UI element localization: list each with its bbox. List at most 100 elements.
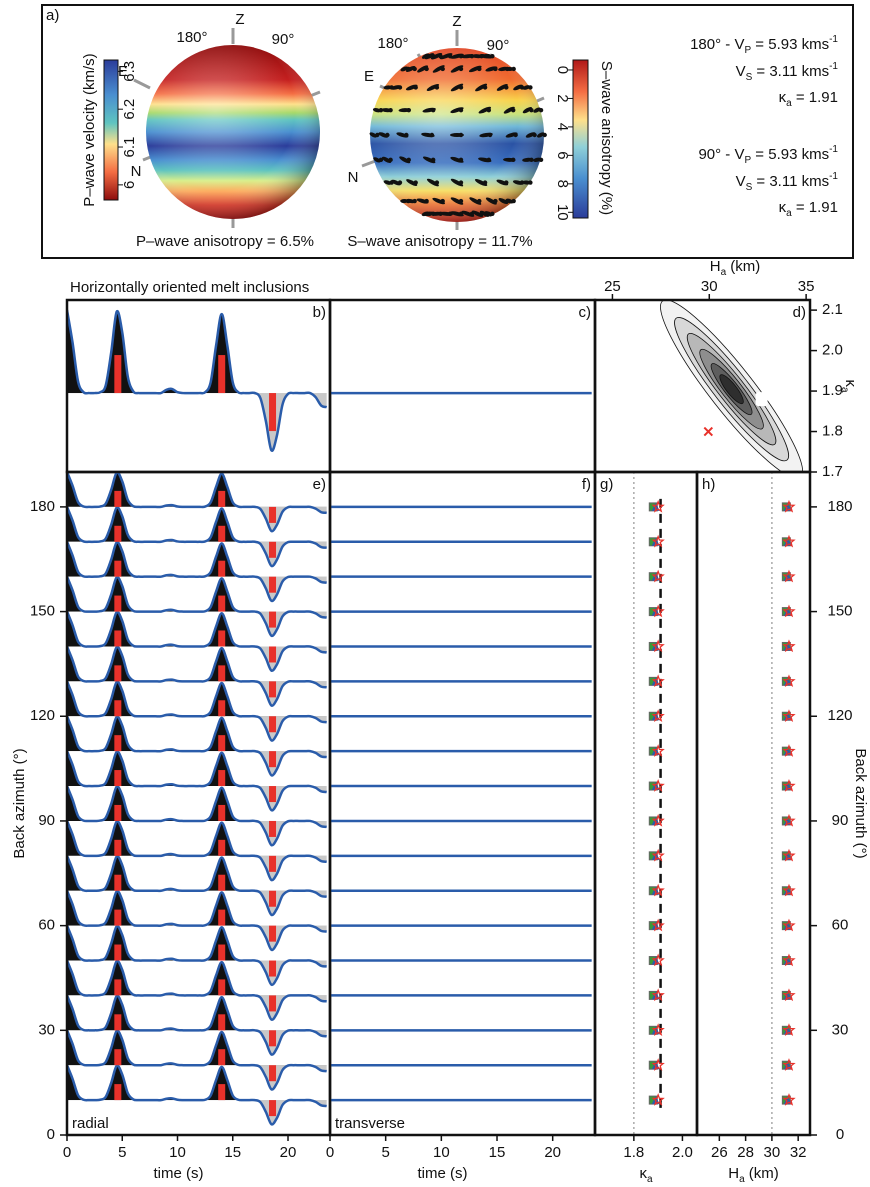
marker-star [782,534,796,548]
fast-axis-dot [493,66,498,72]
phase-marker [218,700,226,717]
y-tick-label: 120 [30,707,55,724]
phase-marker [269,506,277,523]
marker-star [782,918,796,932]
negative-fill [84,855,327,881]
subscript: a [786,208,792,219]
phase-marker [269,646,277,663]
trace-line [67,1064,327,1126]
x-axis-label: time (s) [418,1165,468,1182]
fast-axis-dot [458,85,464,90]
positive-fill [67,995,311,1031]
label-text: κ [779,89,787,106]
colorbar-tick-label: 6.1 [121,137,138,158]
fast-axis-dot [486,107,492,113]
subscript: S [746,72,753,83]
fast-axis-dot [532,132,537,138]
colorbar-tick-label: 0 [554,66,571,74]
fast-axis-dot [458,198,464,204]
p-colorbar [103,59,119,201]
marker-star [782,569,796,583]
label-text: (km) [745,1165,779,1182]
phase-marker [269,855,277,872]
fast-axis-dot [490,211,495,217]
label-text: 180° - V [690,36,744,53]
y-tick-label: 0 [47,1126,55,1143]
marker-star [782,1093,796,1106]
marker-star [651,709,665,722]
fast-axis [536,132,545,138]
y-tick-label: 30 [832,1021,849,1038]
x-tick-label: 28 [737,1144,754,1161]
fast-axis [373,157,381,163]
fast-axis-dot [430,107,436,113]
subscript: a [839,387,850,393]
fast-axis-dot [429,132,435,138]
positive-fill [67,309,311,394]
trace-line [67,854,327,917]
marker-star [651,1093,665,1106]
fast-axis-dot [542,132,547,138]
trace-line [67,645,327,707]
trace [67,680,327,742]
superscript: -1 [829,171,838,182]
panel-title: Horizontally oriented melt inclusions [70,279,309,296]
trace-line [67,820,327,882]
fast-axis [479,210,490,217]
positive-fill [67,681,327,717]
fast-axis-dot [440,66,445,72]
marker-star [782,848,796,862]
marker-star [651,779,665,792]
trace [67,645,327,707]
panel-label: a) [46,7,59,24]
trace [67,575,327,638]
trace-line [67,889,327,952]
fast-axis-dot [440,198,445,204]
x-tick-label: 20 [544,1144,561,1161]
trace [67,610,327,672]
positive-fill [67,890,311,926]
colorbar-label: P–wave velocity (km/s) [81,53,98,206]
fast-axis-dot [388,107,393,113]
sphere-label: 90° [272,31,295,48]
phase-marker [114,1014,122,1031]
phase-marker [218,839,226,856]
trace [67,889,327,952]
marker-star [782,674,796,688]
sphere-label: Z [235,11,244,28]
phase-marker [269,995,277,1012]
fast-axis-dot [538,157,544,163]
marker-star [651,918,665,932]
phase-marker [218,1084,226,1101]
y-tick-label: 60 [832,917,849,934]
y-tick-label: 2.1 [822,301,843,318]
negative-fill [84,1065,327,1090]
positive-fill [67,820,327,856]
positive-fill [67,576,311,612]
colorbar-tick-label: 2 [554,94,571,102]
phase-marker [269,960,277,977]
trace-line [67,959,327,1021]
phase-marker [114,560,122,577]
panel-caption: radial [72,1115,109,1132]
x-tick-label: 2.0 [672,1144,693,1161]
phase-marker [269,1100,277,1117]
trace-line [67,785,327,847]
phase-marker [114,874,122,891]
fast-axis-dot [511,66,516,72]
marker-star [651,499,665,513]
phase-marker [269,820,277,837]
phase-marker [218,560,226,577]
subscript: P [744,45,751,56]
label-text: = 5.93 kms [751,36,829,53]
phase-marker [218,909,226,926]
colorbar-tick-label: 6.2 [121,99,138,120]
negative-fill [84,960,327,985]
fast-axis-dot [504,180,509,185]
marker-star [782,639,796,653]
fast-axis-dot [458,132,464,138]
fast-axis-dot [412,198,417,204]
superscript: -1 [829,144,838,155]
phase-marker [269,751,277,768]
fast-axis-dot [482,85,488,90]
